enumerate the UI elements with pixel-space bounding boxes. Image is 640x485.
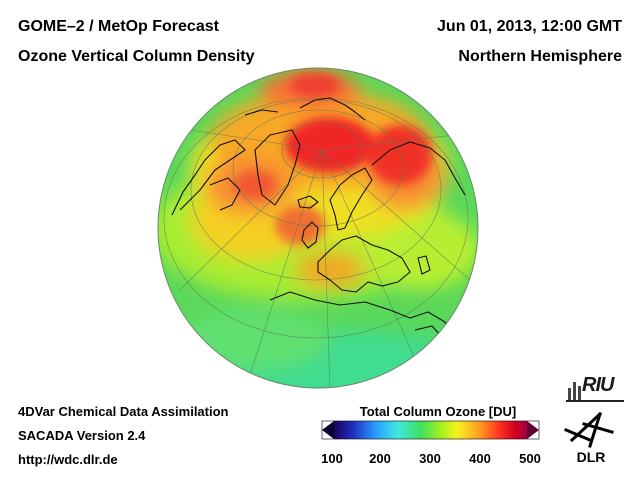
ozone-field — [158, 68, 478, 388]
method-label: 4DVar Chemical Data Assimilation — [18, 404, 229, 419]
region-label: Northern Hemisphere — [458, 48, 622, 65]
dlr-logo-icon — [564, 411, 614, 448]
riu-logo-icon — [566, 382, 624, 402]
source-url[interactable]: http://wdc.dlr.de — [18, 452, 118, 467]
riu-logo-text: RIU — [582, 374, 614, 396]
dlr-logo-text: DLR — [576, 449, 606, 465]
colorbar-gradient — [334, 421, 527, 439]
colorbar — [321, 420, 540, 440]
forecast-datetime: Jun 01, 2013, 12:00 GMT — [437, 18, 622, 35]
colorbar-tick: 500 — [519, 451, 541, 466]
colorbar-tick: 300 — [419, 451, 441, 466]
colorbar-title: Total Column Ozone [DU] — [359, 404, 517, 419]
map-title: GOME–2 / MetOp Forecast — [18, 18, 219, 35]
map-subtitle: Ozone Vertical Column Density — [18, 48, 255, 65]
colorbar-tick: 200 — [369, 451, 391, 466]
colorbar-tick: 100 — [321, 451, 343, 466]
version-label: SACADA Version 2.4 — [18, 428, 146, 443]
colorbar-tick: 400 — [469, 451, 491, 466]
